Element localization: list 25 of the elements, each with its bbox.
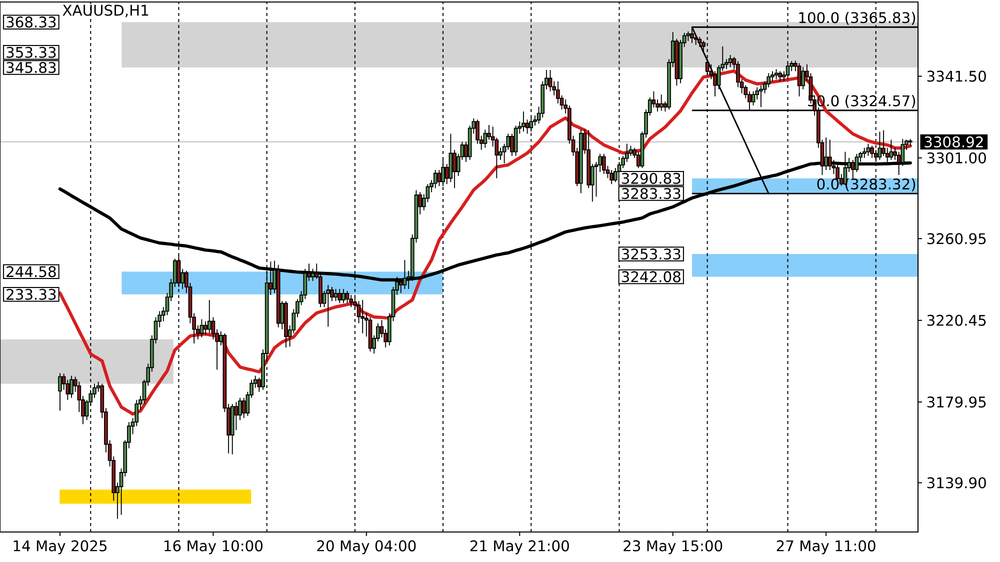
x-tick-label: 14 May 2025 <box>14 540 107 554</box>
ref-line-label: 0.0 (3283.32) <box>817 178 916 192</box>
x-tick-label: 20 May 04:00 <box>317 540 416 554</box>
y-tick-label: 3260.95 <box>927 233 986 244</box>
y-tick-label: 3139.90 <box>927 477 986 488</box>
y-tick-label: 3341.50 <box>927 70 986 82</box>
y2-tick-label: 345.83 <box>6 62 56 74</box>
annotation: 3242.08 <box>622 271 680 282</box>
annotation: 3253.33 <box>622 248 680 260</box>
annotation: 3290.83 <box>622 172 680 184</box>
y2-tick-label: 353.33 <box>6 46 56 58</box>
ref-line-label: 3308.92 <box>924 136 983 148</box>
y2-tick-label: 244.58 <box>6 266 56 278</box>
x-tick-label: 27 May 11:00 <box>776 540 876 554</box>
chart-title: XAUUSD,H1 <box>62 4 148 18</box>
y-tick-label: 3301.00 <box>927 152 986 164</box>
y2-tick-label: 233.33 <box>6 288 56 300</box>
x-tick-label: 21 May 21:00 <box>470 540 569 554</box>
y-tick-label: 3179.95 <box>927 396 986 408</box>
y2-tick-label: 368.33 <box>6 16 56 28</box>
y-tick-label: 3220.45 <box>927 314 986 326</box>
annotation: 3283.33 <box>622 188 680 200</box>
x-tick-label: 16 May 10:00 <box>164 540 262 554</box>
x-tick-label: 23 May 15:00 <box>624 540 722 554</box>
ref-line-label: 100.0 (3365.83) <box>799 12 916 25</box>
